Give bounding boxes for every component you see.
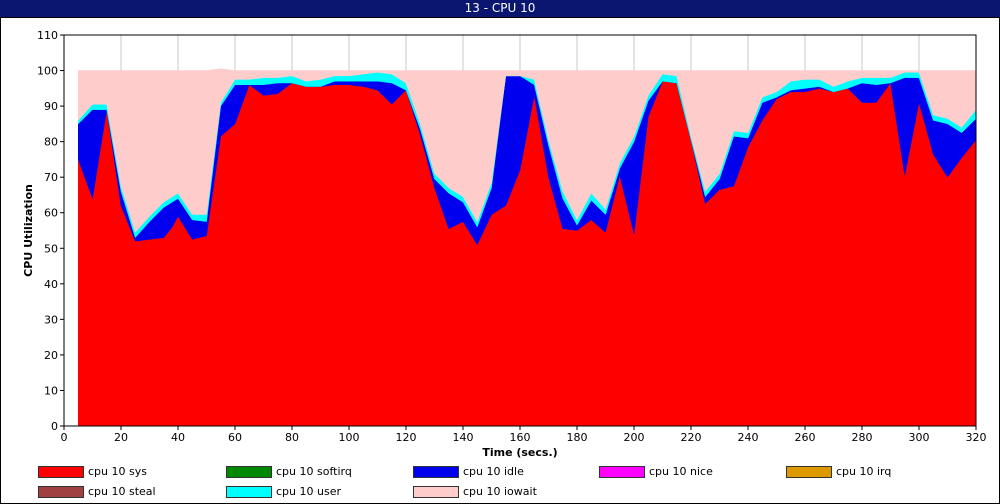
- legend-label: cpu 10 user: [276, 485, 341, 498]
- x-tick-label: 80: [285, 431, 299, 444]
- window-title: 13 - CPU 10: [0, 0, 1000, 17]
- legend-swatch: [226, 486, 272, 498]
- x-tick-label: 280: [852, 431, 873, 444]
- y-tick-label: 110: [37, 29, 58, 42]
- legend-swatch: [786, 466, 832, 478]
- y-tick-label: 10: [44, 384, 58, 397]
- legend-swatch: [413, 466, 459, 478]
- y-axis-label: CPU Utilization: [22, 184, 35, 277]
- x-tick-label: 220: [681, 431, 702, 444]
- y-tick-label: 30: [44, 313, 58, 326]
- legend-label: cpu 10 steal: [88, 485, 156, 498]
- x-tick-label: 260: [795, 431, 816, 444]
- legend-swatch: [413, 486, 459, 498]
- x-tick-label: 40: [171, 431, 185, 444]
- x-tick-label: 0: [61, 431, 68, 444]
- x-tick-label: 300: [909, 431, 930, 444]
- y-tick-label: 80: [44, 136, 58, 149]
- x-tick-label: 60: [228, 431, 242, 444]
- y-tick-label: 70: [44, 171, 58, 184]
- legend-swatch: [226, 466, 272, 478]
- legend-label: cpu 10 iowait: [463, 485, 537, 498]
- x-tick-label: 240: [738, 431, 759, 444]
- y-tick-label: 40: [44, 278, 58, 291]
- x-axis-label: Time (secs.): [482, 446, 557, 459]
- legend-swatch: [599, 466, 645, 478]
- legend-label: cpu 10 nice: [649, 465, 713, 478]
- x-tick-label: 140: [453, 431, 474, 444]
- legend-swatch: [38, 486, 84, 498]
- legend-label: cpu 10 softirq: [276, 465, 352, 478]
- y-tick-label: 0: [51, 420, 58, 433]
- y-tick-label: 20: [44, 349, 58, 362]
- x-tick-label: 20: [114, 431, 128, 444]
- legend-label: cpu 10 sys: [88, 465, 147, 478]
- y-tick-label: 90: [44, 100, 58, 113]
- x-tick-label: 200: [624, 431, 645, 444]
- y-tick-label: 50: [44, 242, 58, 255]
- x-tick-label: 120: [396, 431, 417, 444]
- y-tick-label: 100: [37, 65, 58, 78]
- x-tick-label: 320: [966, 431, 987, 444]
- x-tick-label: 180: [567, 431, 588, 444]
- legend-label: cpu 10 idle: [463, 465, 524, 478]
- x-tick-label: 160: [510, 431, 531, 444]
- legend-label: cpu 10 irq: [836, 465, 892, 478]
- legend-swatch: [38, 466, 84, 478]
- y-tick-label: 60: [44, 207, 58, 220]
- x-tick-label: 100: [339, 431, 360, 444]
